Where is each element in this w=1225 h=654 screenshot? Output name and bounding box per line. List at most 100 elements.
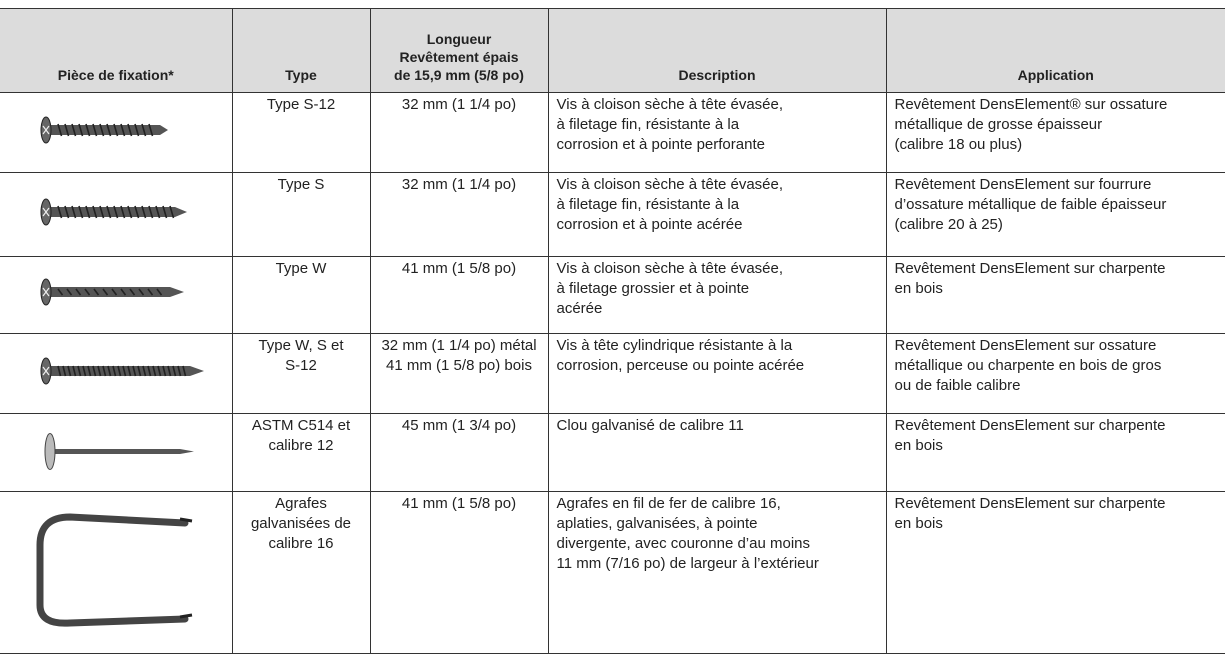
table-cell: 41 mm (1 5/8 po)	[369, 256, 549, 334]
cell-line: 32 mm (1 1/4 po)	[401, 176, 517, 193]
fastener-image	[0, 256, 233, 334]
table-cell: Revêtement DensElement sur ossature métal…	[885, 333, 1225, 414]
table-cell: Vis à tête cylindrique résistante à la co…	[547, 333, 887, 414]
cell-line: corrosion, perceuse ou pointe acérée	[556, 357, 805, 374]
cell-line: Description	[678, 67, 756, 83]
cell-line: en bois	[894, 515, 943, 532]
fastener-image	[0, 333, 233, 414]
cell-line: Vis à tête cylindrique résistante à la	[556, 337, 793, 354]
cell-line: Type W, S et	[258, 337, 344, 354]
fastener-icon	[40, 278, 184, 306]
cell-line: 41 mm (1 5/8 po)	[401, 495, 517, 512]
cell-line: ASTM C514 et	[251, 417, 351, 434]
table-cell: 41 mm (1 5/8 po)	[369, 491, 549, 654]
table-row: Type W, S et S-12 32 mm (1 1/4 po) métal 41…	[0, 333, 1225, 414]
cell-line: 32 mm (1 1/4 po) métal	[381, 337, 537, 354]
cell-line: calibre 12	[268, 437, 334, 454]
cell-line: de 15,9 mm (5/8 po)	[394, 67, 524, 83]
table-cell: Agrafes en fil de fer de calibre 16, apla…	[547, 491, 887, 654]
fastener-icon	[40, 357, 204, 384]
cell-line: Revêtement DensElement sur fourrure	[894, 176, 1152, 193]
fastener-image	[0, 413, 233, 492]
table-cell: Agrafes galvanisées de calibre 16	[231, 491, 371, 654]
fastener-icon	[36, 512, 193, 627]
table-row: Type S 32 mm (1 1/4 po) Vis à cloison sèch…	[0, 172, 1225, 257]
fastener-icon	[44, 432, 194, 470]
table-cell: Vis à cloison sèche à tête évasée, à file…	[547, 172, 887, 257]
header-cell: Application	[885, 8, 1225, 93]
cell-line: 11 mm (7/16 po) de largeur à l’extérieur	[556, 555, 819, 572]
cell-line: corrosion et à pointe acérée	[556, 216, 743, 233]
cell-line: Vis à cloison sèche à tête évasée,	[556, 176, 784, 193]
cell-line: à filetage fin, résistante à la	[556, 196, 740, 213]
header-cell: Pièce de fixation*	[0, 8, 233, 93]
cell-line: Revêtement épais	[399, 49, 519, 65]
cell-line: Revêtement DensElement® sur ossature	[894, 96, 1168, 113]
cell-line: S-12	[285, 357, 317, 374]
table-cell: 32 mm (1 1/4 po)	[369, 172, 549, 257]
cell-line: (calibre 18 ou plus)	[894, 136, 1023, 153]
header-cell: Type	[231, 8, 371, 93]
cell-line: 41 mm (1 5/8 po)	[401, 260, 517, 277]
header-row: Pièce de fixation* Type Longueur Revêtement…	[0, 8, 1225, 93]
table-cell: 45 mm (1 3/4 po)	[369, 413, 549, 492]
cell-line: Revêtement DensElement sur charpente	[894, 495, 1166, 512]
fastener-table: Pièce de fixation* Type Longueur Revêtement…	[0, 8, 1225, 654]
cell-line: à filetage fin, résistante à la	[556, 116, 740, 133]
cell-line: Revêtement DensElement sur charpente	[894, 417, 1166, 434]
table-cell: Clou galvanisé de calibre 11	[547, 413, 887, 492]
cell-line: 45 mm (1 3/4 po)	[401, 417, 517, 434]
header-cell: Longueur Revêtement épais de 15,9 mm (5/8 …	[369, 8, 549, 93]
cell-line: Type S-12	[266, 96, 336, 113]
cell-line: en bois	[894, 280, 943, 297]
fastener-image	[0, 92, 233, 173]
cell-line: Revêtement DensElement sur ossature	[894, 337, 1157, 354]
cell-line: acérée	[556, 300, 603, 317]
cell-line: Type	[285, 67, 317, 83]
cell-line: en bois	[894, 437, 943, 454]
table-cell: Type S	[231, 172, 371, 257]
cell-line: métallique ou charpente en bois de gros	[894, 357, 1162, 374]
cell-line: 32 mm (1 1/4 po)	[401, 96, 517, 113]
cell-line: Agrafes en fil de fer de calibre 16,	[556, 495, 781, 512]
fastener-icon	[40, 116, 168, 143]
cell-line: galvanisées de	[250, 515, 352, 532]
fastener-image	[0, 491, 233, 654]
table-cell: Vis à cloison sèche à tête évasée, à file…	[547, 256, 887, 334]
cell-line: d’ossature métallique de faible épaisseu…	[894, 196, 1167, 213]
cell-line: calibre 16	[268, 535, 334, 552]
fastener-image	[0, 172, 233, 257]
cell-line: Type S	[277, 176, 325, 193]
table-cell: Type W, S et S-12	[231, 333, 371, 414]
cell-line: (calibre 20 à 25)	[894, 216, 1003, 233]
table-body: Type S-12 32 mm (1 1/4 po) Vis à cloison s…	[0, 92, 1225, 654]
header-cell: Description	[547, 8, 887, 93]
cell-line: Pièce de fixation*	[57, 67, 174, 83]
table-cell: Revêtement DensElement sur charpente en b…	[885, 413, 1225, 492]
table-row: ASTM C514 et calibre 12 45 mm (1 3/4 po) Cl…	[0, 413, 1225, 492]
table-row: Type W 41 mm (1 5/8 po) Vis à cloison sèch…	[0, 256, 1225, 334]
cell-line: aplaties, galvanisées, à pointe	[556, 515, 758, 532]
table-cell: Revêtement DensElement sur charpente en b…	[885, 256, 1225, 334]
cell-line: divergente, avec couronne d’au moins	[556, 535, 811, 552]
cell-line: Type W	[275, 260, 327, 277]
table-cell: ASTM C514 et calibre 12	[231, 413, 371, 492]
cell-line: Vis à cloison sèche à tête évasée,	[556, 260, 784, 277]
table-cell: 32 mm (1 1/4 po) métal 41 mm (1 5/8 po) b…	[369, 333, 549, 414]
table-cell: 32 mm (1 1/4 po)	[369, 92, 549, 173]
cell-line: ou de faible calibre	[894, 377, 1021, 394]
table-cell: Revêtement DensElement® sur ossature méta…	[885, 92, 1225, 173]
table-cell: Type W	[231, 256, 371, 334]
table-row: Agrafes galvanisées de calibre 16 41 mm (1 …	[0, 491, 1225, 654]
cell-line: à filetage grossier et à pointe	[556, 280, 750, 297]
table-row: Type S-12 32 mm (1 1/4 po) Vis à cloison s…	[0, 92, 1225, 173]
cell-line: Longueur	[426, 31, 492, 47]
table-cell: Vis à cloison sèche à tête évasée, à file…	[547, 92, 887, 173]
cell-line: Revêtement DensElement sur charpente	[894, 260, 1166, 277]
cell-line: Application	[1017, 67, 1094, 83]
fastener-icon	[40, 198, 187, 225]
table-cell: Revêtement DensElement sur fourrure d’oss…	[885, 172, 1225, 257]
cell-line: corrosion et à pointe perforante	[556, 136, 765, 153]
cell-line: Clou galvanisé de calibre 11	[556, 417, 744, 434]
